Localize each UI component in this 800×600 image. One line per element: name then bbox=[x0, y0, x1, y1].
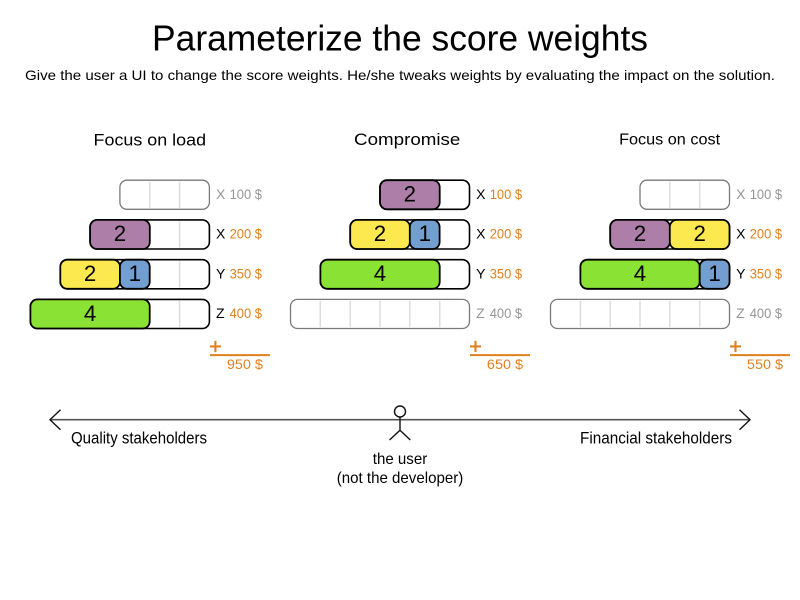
svg-text:4: 4 bbox=[84, 301, 96, 326]
svg-text:400 $: 400 $ bbox=[750, 305, 783, 321]
svg-text:Focus on cost: Focus on cost bbox=[619, 132, 721, 149]
svg-text:Z: Z bbox=[476, 305, 485, 321]
svg-text:2: 2 bbox=[634, 221, 646, 246]
svg-text:X: X bbox=[216, 226, 226, 242]
svg-text:Focus on load: Focus on load bbox=[94, 131, 207, 150]
svg-text:Y: Y bbox=[736, 265, 746, 281]
svg-text:X: X bbox=[736, 186, 746, 202]
svg-text:350 $: 350 $ bbox=[230, 265, 263, 281]
svg-text:400 $: 400 $ bbox=[490, 305, 523, 321]
svg-text:the user: the user bbox=[373, 451, 428, 468]
svg-text:2: 2 bbox=[84, 261, 96, 286]
svg-text:350 $: 350 $ bbox=[490, 265, 523, 281]
svg-text:550 $: 550 $ bbox=[747, 356, 783, 372]
svg-text:X: X bbox=[216, 186, 226, 202]
svg-text:200 $: 200 $ bbox=[230, 226, 263, 242]
svg-text:2: 2 bbox=[693, 221, 705, 246]
svg-text:100 $: 100 $ bbox=[230, 186, 263, 202]
svg-text:400 $: 400 $ bbox=[230, 305, 263, 321]
svg-text:X: X bbox=[736, 226, 746, 242]
svg-text:2: 2 bbox=[404, 182, 416, 207]
svg-text:X: X bbox=[476, 226, 486, 242]
svg-text:X: X bbox=[476, 186, 486, 202]
svg-text:Z: Z bbox=[736, 305, 745, 321]
svg-text:Compromise: Compromise bbox=[354, 130, 460, 149]
svg-text:Y: Y bbox=[476, 265, 486, 281]
svg-text:Quality stakeholders: Quality stakeholders bbox=[71, 430, 207, 448]
svg-text:2: 2 bbox=[374, 221, 386, 246]
svg-text:950 $: 950 $ bbox=[227, 356, 263, 372]
svg-text:Parameterize the score weights: Parameterize the score weights bbox=[152, 17, 648, 58]
svg-text:1: 1 bbox=[129, 261, 141, 286]
svg-text:Financial stakeholders: Financial stakeholders bbox=[580, 430, 732, 448]
svg-text:Y: Y bbox=[216, 265, 226, 281]
svg-text:4: 4 bbox=[634, 261, 646, 286]
svg-text:1: 1 bbox=[708, 261, 720, 286]
svg-text:Give the user a UI to change t: Give the user a UI to change the score w… bbox=[25, 67, 775, 83]
svg-text:Z: Z bbox=[216, 305, 225, 321]
svg-text:100 $: 100 $ bbox=[750, 186, 783, 202]
svg-text:100 $: 100 $ bbox=[490, 186, 523, 202]
svg-text:200 $: 200 $ bbox=[750, 226, 783, 242]
svg-text:2: 2 bbox=[114, 221, 126, 246]
svg-text:4: 4 bbox=[374, 261, 386, 286]
svg-text:(not the developer): (not the developer) bbox=[337, 470, 464, 487]
svg-text:1: 1 bbox=[419, 221, 431, 246]
svg-text:350 $: 350 $ bbox=[750, 265, 783, 281]
svg-text:650 $: 650 $ bbox=[487, 356, 523, 372]
svg-text:200 $: 200 $ bbox=[490, 226, 523, 242]
